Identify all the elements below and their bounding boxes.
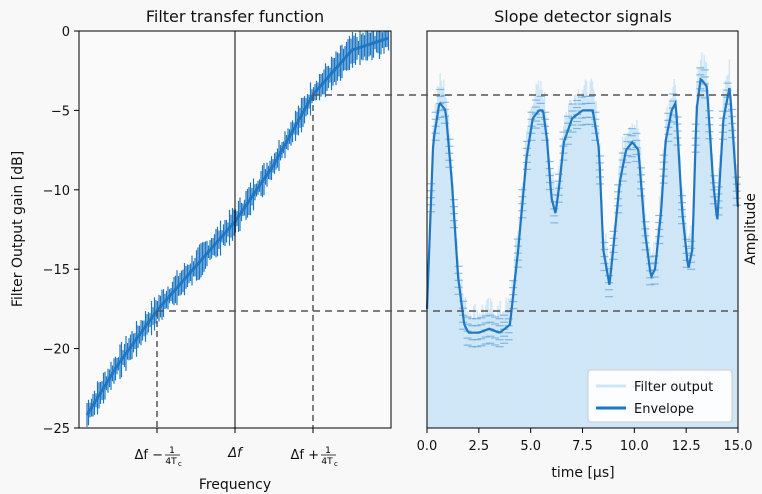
svg-text:1: 1: [169, 446, 175, 456]
right-xtick-label: 10.0: [620, 439, 649, 454]
envelope-curve: [425, 77, 739, 334]
svg-text:Δf −: Δf −: [135, 448, 164, 463]
left-ytick-label: −5: [51, 104, 70, 119]
right-legend: Filter output Envelope: [587, 369, 733, 423]
left-chart-title: Filter transfer function: [146, 7, 324, 26]
right-xtick-label: 12.5: [672, 439, 701, 454]
svg-text:1: 1: [325, 446, 331, 456]
right-xtick-label: 7.5: [572, 439, 593, 454]
left-y-axis-label: Filter Output gain [dB]: [10, 151, 26, 307]
left-ytick-label: −25: [43, 422, 70, 437]
svg-text:Δf +: Δf +: [291, 448, 320, 463]
svg-text:c: c: [334, 460, 338, 468]
svg-text:4T: 4T: [165, 457, 177, 467]
legend-filter-output-label: Filter output: [634, 380, 713, 395]
right-xtick-label: 2.5: [468, 439, 489, 454]
right-x-ticks: 0.0 2.5 5.0 7.5 10.0 12.5 15.0: [417, 428, 753, 454]
svg-text:c: c: [178, 460, 182, 468]
xtick-center-label: Δf: [227, 446, 244, 461]
right-xtick-label: 5.0: [520, 439, 541, 454]
left-ytick-label: 0: [62, 25, 70, 40]
right-panel: Slope detector signals 0.0 2.5 5.0 7.5 10.0 1…: [417, 7, 759, 481]
left-panel: Filter transfer function 0 −5 −10 −15 −20 −25…: [10, 7, 392, 493]
right-y-axis-label: Amplitude: [743, 193, 759, 265]
right-x-axis-label: time [μs]: [551, 465, 614, 481]
transfer-function-curve: [85, 36, 389, 416]
xtick-minus-label: Δf − 1 4T c: [135, 446, 183, 468]
left-ytick-label: −20: [43, 343, 70, 358]
left-y-ticks: 0 −5 −10 −15 −20 −25: [43, 25, 79, 437]
left-ytick-label: −10: [43, 184, 70, 199]
right-xtick-label: 0.0: [417, 439, 438, 454]
right-chart-title: Slope detector signals: [494, 7, 672, 26]
right-xtick-label: 15.0: [724, 439, 753, 454]
xtick-plus-label: Δf + 1 4T c: [291, 446, 339, 468]
svg-text:4T: 4T: [321, 457, 333, 467]
left-x-axis-label: Frequency: [199, 477, 271, 493]
legend-envelope-label: Envelope: [634, 402, 694, 417]
left-ytick-label: −15: [43, 263, 70, 278]
